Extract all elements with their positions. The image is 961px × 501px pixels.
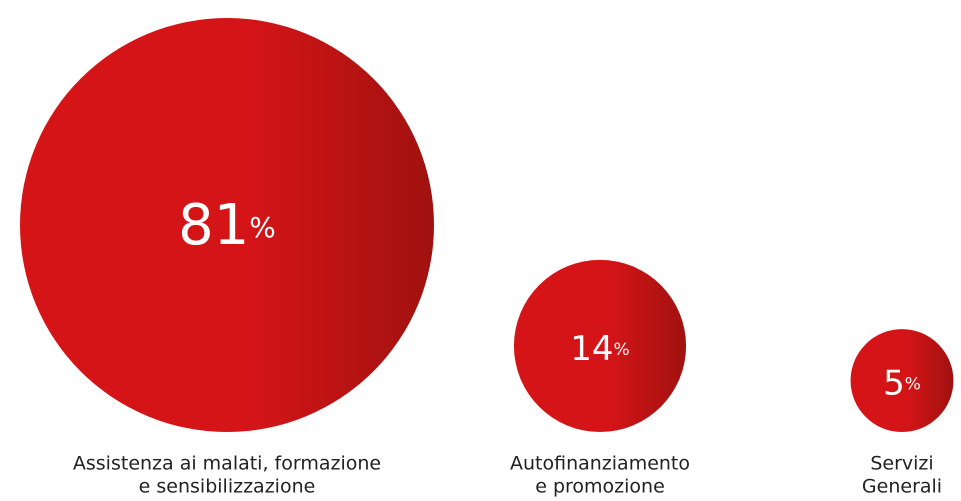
category-label: e promozione [535,476,665,498]
value-number: 5 [883,363,905,403]
category-label: Servizi [870,453,933,475]
value-label: 14% [570,328,629,368]
value-unit: % [249,211,276,244]
value-number: 81 [178,193,249,258]
value-label: 5% [883,363,921,403]
category-label: e sensibilizzazione [139,476,316,498]
category-label: Autofinanziamento [510,453,690,475]
value-unit: % [614,340,630,360]
value-number: 14 [570,328,613,368]
bubble [20,18,434,432]
bubble [850,329,954,432]
category-label: Generali [862,476,942,498]
value-unit: % [905,375,921,395]
value-label: 81% [178,193,276,258]
bubble [513,259,687,433]
category-label: Assistenza ai malati, formazione [73,453,381,475]
